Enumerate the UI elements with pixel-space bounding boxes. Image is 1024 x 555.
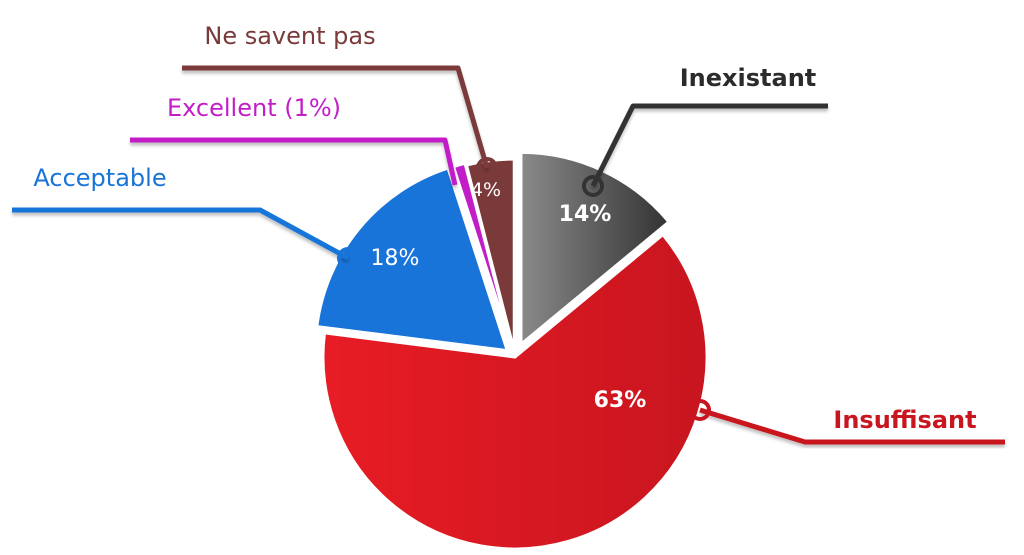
data-label-acceptable: 18% (371, 246, 420, 271)
leader-line-inexistant (590, 103, 828, 188)
leader-ring-acceptable (337, 247, 359, 269)
leader-line-insuffisant (699, 407, 1005, 445)
leader-line-ne-savent-pas (182, 65, 490, 169)
legend-label-excellent: Excellent (1%) (167, 94, 341, 122)
leader-ring-inexistant (582, 175, 604, 197)
leader-ring-insuffisant (689, 399, 711, 421)
legend-label-ne-savent-pas: Ne savent pas (204, 22, 375, 50)
leader-ring-ne-savent-pas (476, 157, 498, 179)
pie-slice-insuffisant (321, 232, 709, 551)
slices-layer (315, 150, 709, 551)
leader-lines (12, 65, 1005, 445)
legend-label-insuffisant: Insuffisant (833, 406, 976, 434)
data-label-ne-savent-pas: 4% (471, 179, 501, 201)
leader-line-acceptable (12, 207, 350, 261)
pie-slice-acceptable (315, 166, 510, 353)
data-label-insuffisant: 63% (594, 388, 647, 413)
legend-label-acceptable: Acceptable (33, 164, 166, 192)
data-label-inexistant: 14% (559, 202, 612, 227)
legend-label-inexistant: Inexistant (680, 64, 817, 92)
leader-line-excellent (130, 137, 458, 186)
